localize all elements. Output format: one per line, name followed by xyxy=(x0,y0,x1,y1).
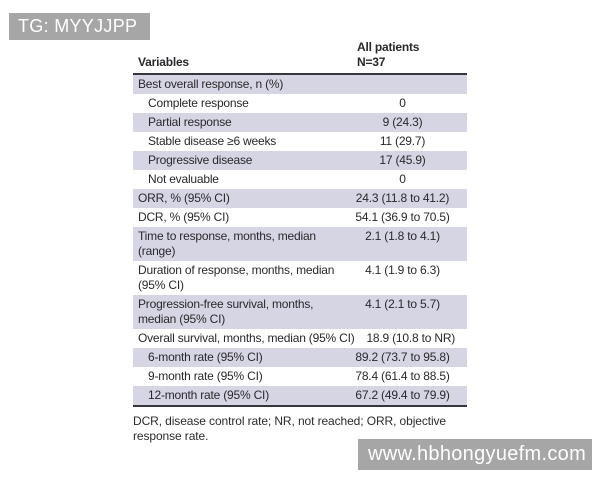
row-label: Duration of response, months, median (95… xyxy=(138,263,335,292)
row-label: 6-month rate (95% CI) xyxy=(148,350,263,364)
table-row: Stable disease ≥6 weeks 11 (29.7) xyxy=(133,132,467,151)
watermark-bottom-right-text: www.hbhongyuefm.com xyxy=(368,443,587,465)
row-label: Not evaluable xyxy=(148,172,219,186)
row-label: ORR, % (95% CI) xyxy=(138,191,230,205)
watermark-top-left: TG: MYYJJPP xyxy=(9,13,150,40)
table-row: Complete response 0 xyxy=(133,94,467,113)
row-label: Overall survival, months, median (95% CI… xyxy=(138,331,355,345)
table-row: 12-month rate (95% CI) 67.2 (49.4 to 79.… xyxy=(133,386,467,405)
table-row: Best overall response, n (%) xyxy=(133,75,467,94)
row-value: 67.2 (49.4 to 79.9) xyxy=(355,388,450,402)
table-row: Progressive disease 17 (45.9) xyxy=(133,151,467,170)
watermark-bottom-right: www.hbhongyuefm.com xyxy=(358,439,592,470)
row-value: 2.1 (1.8 to 4.1) xyxy=(365,229,440,243)
row-value: 54.1 (36.9 to 70.5) xyxy=(355,210,450,224)
table-row: DCR, % (95% CI) 54.1 (36.9 to 70.5) xyxy=(133,208,467,227)
table-row: Partial response 9 (24.3) xyxy=(133,113,467,132)
row-value: 78.4 (61.4 to 88.5) xyxy=(355,369,450,383)
table-row: Progression-free survival, months, media… xyxy=(133,295,467,329)
row-value: 4.1 (2.1 to 5.7) xyxy=(365,297,440,311)
row-value: 0 xyxy=(399,96,406,110)
row-label: Progressive disease xyxy=(148,153,253,167)
column-header-all-patients: All patients N=37 xyxy=(357,40,420,69)
results-table: Variables All patients N=37 Best overall… xyxy=(133,40,467,444)
table-row: Time to response, months, median (range)… xyxy=(133,227,467,261)
table-row: Overall survival, months, median (95% CI… xyxy=(133,329,467,348)
row-label: Complete response xyxy=(148,96,249,110)
row-label: DCR, % (95% CI) xyxy=(138,210,230,224)
table-row: ORR, % (95% CI) 24.3 (11.8 to 41.2) xyxy=(133,189,467,208)
row-label: 12-month rate (95% CI) xyxy=(148,388,269,402)
table-row: Not evaluable 0 xyxy=(133,170,467,189)
row-value: 17 (45.9) xyxy=(379,153,426,167)
row-label: Progression-free survival, months, media… xyxy=(138,297,314,326)
row-value: 0 xyxy=(399,172,406,186)
table-row: Duration of response, months, median (95… xyxy=(133,261,467,295)
row-value: 18.9 (10.8 to NR) xyxy=(366,331,456,345)
row-value: 9 (24.3) xyxy=(382,115,423,129)
column-header-variables: Variables xyxy=(138,55,189,69)
table-header-row: Variables All patients N=37 xyxy=(133,40,467,75)
row-value: 4.1 (1.9 to 6.3) xyxy=(365,263,440,277)
row-label: Best overall response, n (%) xyxy=(138,77,284,91)
table-row: 6-month rate (95% CI) 89.2 (73.7 to 95.8… xyxy=(133,348,467,367)
table-row: 9-month rate (95% CI) 78.4 (61.4 to 88.5… xyxy=(133,367,467,386)
row-value: 89.2 (73.7 to 95.8) xyxy=(355,350,450,364)
row-label: Partial response xyxy=(148,115,232,129)
row-label: Time to response, months, median (range) xyxy=(138,229,316,258)
table-body: Best overall response, n (%) Complete re… xyxy=(133,75,467,407)
watermark-top-left-text: TG: MYYJJPP xyxy=(18,16,138,36)
row-label: Stable disease ≥6 weeks xyxy=(148,134,277,148)
row-value: 24.3 (11.8 to 41.2) xyxy=(355,191,450,205)
row-label: 9-month rate (95% CI) xyxy=(148,369,263,383)
table-footnote: DCR, disease control rate; NR, not reach… xyxy=(133,414,447,443)
row-value: 11 (29.7) xyxy=(379,134,426,148)
